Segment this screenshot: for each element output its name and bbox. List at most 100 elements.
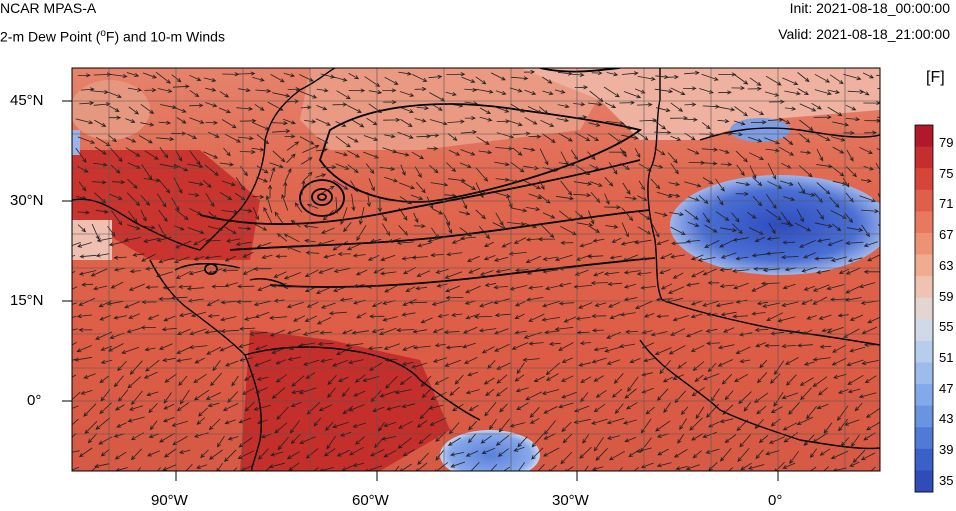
wind-arrow [80,390,93,395]
wind-arrow [399,196,413,205]
wind-arrow [623,91,642,99]
wind-arrow [447,437,461,446]
wind-arrow [692,450,702,459]
wind-arrow [735,256,749,261]
wind-arrow [582,434,590,444]
wind-arrow [876,148,880,151]
wind-arrow [92,89,109,95]
wind-arrow [316,105,328,111]
wind-arrow [479,107,491,115]
wind-arrow [465,285,481,294]
colorbar-swatch [915,384,933,407]
wind-arrow [624,388,637,399]
wind-arrow [418,433,432,445]
wind-arrow [605,224,619,229]
wind-arrow [701,147,719,152]
wind-arrow [778,146,795,156]
wind-arrow [110,164,121,174]
wind-arrow [541,76,553,84]
wind-arrow [715,211,730,221]
wind-arrow [208,449,223,460]
wind-arrow [410,194,424,201]
wind-arrow [558,133,573,142]
wind-arrow [402,361,414,366]
wind-arrow [587,133,600,141]
wind-arrow [667,74,679,80]
gulf-coast [72,139,266,251]
wind-arrow [232,467,238,471]
wind-arrow [684,70,700,76]
wind-arrow [413,212,419,224]
wind-arrow [861,326,877,335]
wind-arrow [697,257,716,262]
wind-arrow [782,462,796,469]
wind-arrow [578,362,591,367]
wind-arrow [481,447,496,455]
wind-arrow [507,179,520,184]
wind-arrow [809,466,817,471]
wind-arrow [573,193,592,198]
wind-arrow [156,236,172,242]
wind-arrow [94,146,107,155]
wind-arrow [621,71,639,76]
wind-arrow [509,87,523,93]
wind-arrow [162,464,177,471]
wind-arrow [156,271,173,278]
wind-arrow [220,329,240,334]
wind-arrow [849,461,860,467]
wind-arrow [108,92,122,98]
wind-arrow [74,356,93,362]
wind-arrow [690,433,704,441]
wind-arrow [671,241,688,246]
wind-arrow [619,162,630,170]
wind-arrow [621,207,634,222]
wind-arrow [110,281,124,289]
wind-arrow [397,131,414,139]
wind-arrow [796,416,814,425]
wind-arrow [571,72,585,77]
wind-arrow [461,181,477,190]
wind-arrow [541,389,560,395]
wind-arrow [430,227,440,239]
wind-arrow [188,192,200,198]
wind-arrow [253,300,271,307]
wind-arrow [420,317,433,324]
wind-arrow [636,447,652,453]
degree-superscript: o [100,28,106,39]
wind-arrow [622,182,631,195]
wind-arrow [826,284,845,291]
wind-arrow [479,270,494,276]
wind-arrow [371,328,385,334]
wind-arrow [428,74,443,79]
wind-arrow [541,317,560,322]
wind-arrow [175,270,192,279]
wind-arrow [755,342,767,348]
wind-arrow [762,267,780,273]
wind-arrow [143,237,159,243]
wind-arrow [211,284,225,289]
wind-arrow [878,101,880,103]
wind-arrow [485,388,495,397]
wind-arrow [545,362,560,376]
wind-arrow [849,314,864,321]
contour-3 [229,209,651,251]
wind-arrow [147,450,160,457]
lon-label-0: 0° [768,492,783,509]
colorbar-swatch [915,146,933,169]
wind-arrow [95,253,110,258]
wind-arrow [347,150,361,158]
wind-arrow [261,254,273,259]
wind-arrow [378,327,397,336]
wind-arrow [859,195,877,203]
wind-arrow [148,403,158,414]
wind-arrow [560,375,574,382]
wind-arrow [335,136,351,148]
colorbar-label: 47 [939,380,954,396]
gulf-of-guinea [639,339,880,450]
wind-arrow [269,315,288,320]
wind-arrow [300,105,312,110]
wind-arrow [513,237,527,244]
wind-arrow [430,182,449,187]
wind-arrow [622,254,639,262]
wind-arrow [539,106,549,115]
